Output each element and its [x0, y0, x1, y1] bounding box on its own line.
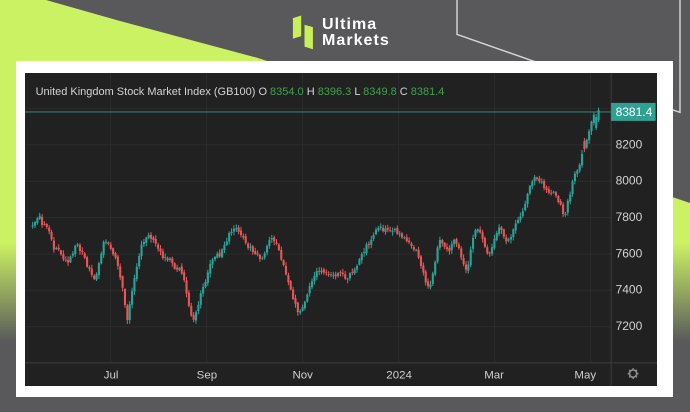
- svg-text:2024: 2024: [387, 369, 413, 381]
- svg-text:7600: 7600: [616, 246, 643, 260]
- svg-text:7400: 7400: [616, 283, 643, 297]
- svg-text:Jul: Jul: [104, 369, 119, 381]
- svg-text:United Kingdom Stock Market In: United Kingdom Stock Market Index (GB100…: [36, 86, 445, 98]
- svg-text:8200: 8200: [616, 137, 643, 151]
- svg-text:Nov: Nov: [293, 369, 314, 381]
- svg-text:7800: 7800: [616, 210, 643, 224]
- svg-text:8381.4: 8381.4: [616, 105, 653, 119]
- svg-text:Sep: Sep: [197, 369, 217, 381]
- svg-text:Mar: Mar: [485, 369, 505, 381]
- svg-text:8000: 8000: [616, 174, 643, 188]
- svg-text:7200: 7200: [616, 319, 643, 333]
- svg-text:May: May: [575, 369, 597, 381]
